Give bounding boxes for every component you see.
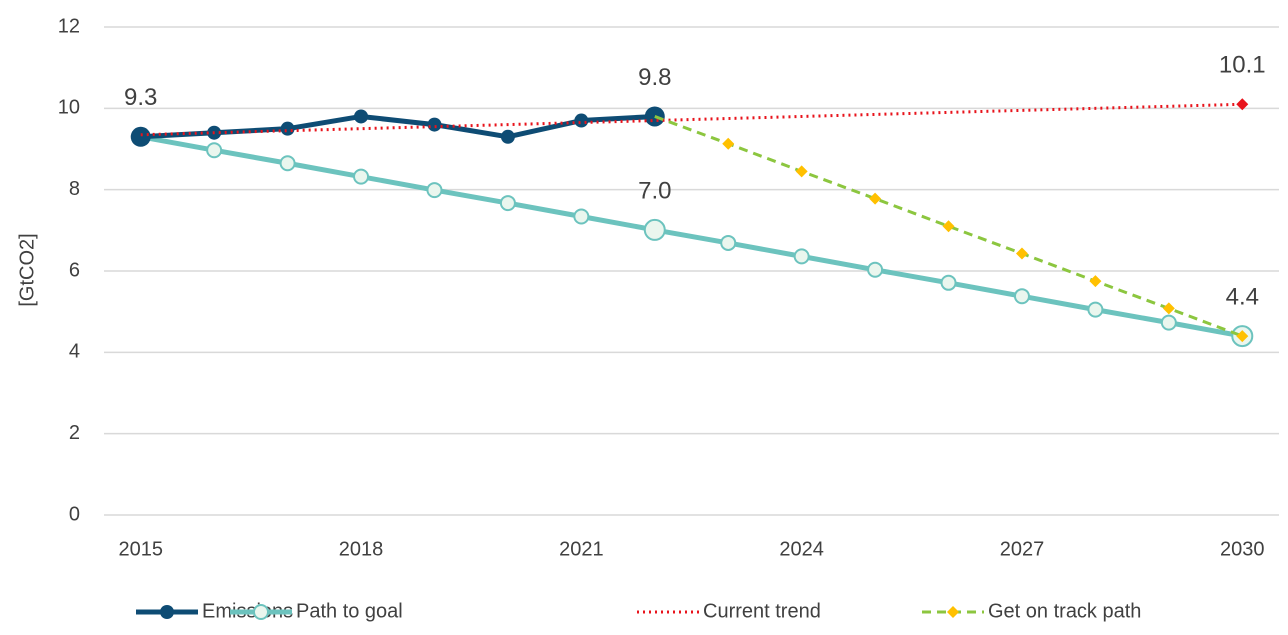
marker (795, 165, 808, 178)
x-tick-label: 2015 (118, 538, 163, 560)
marker (940, 274, 957, 291)
legend-label: Current trend (703, 600, 821, 622)
marker (793, 248, 810, 265)
marker (1236, 330, 1249, 343)
marker (722, 137, 735, 150)
legend-label: Path to goal (296, 600, 403, 622)
marker (500, 129, 515, 144)
marker (574, 113, 589, 128)
x-tick-label: 2021 (559, 538, 604, 560)
y-axis-label: [GtCO2] (16, 233, 38, 306)
y-tick-label: 2 (69, 422, 80, 444)
legend-label: Get on track path (988, 600, 1141, 622)
marker (280, 121, 295, 136)
marker (1089, 275, 1102, 288)
marker (130, 126, 151, 147)
marker (942, 220, 955, 233)
marker (1015, 247, 1028, 260)
x-tick-label: 2024 (779, 538, 824, 560)
marker (573, 208, 590, 225)
marker (353, 168, 370, 185)
marker (1087, 301, 1104, 318)
y-tick-label: 6 (69, 259, 80, 281)
data-label: 4.4 (1226, 283, 1259, 310)
series-line (140, 134, 1243, 339)
marker (279, 155, 296, 172)
marker (1162, 302, 1175, 315)
marker (499, 195, 516, 212)
legend-marker (160, 605, 174, 619)
marker (427, 117, 442, 132)
x-tick-label: 2027 (1000, 538, 1045, 560)
marker (1013, 288, 1030, 305)
y-tick-label: 8 (69, 178, 80, 200)
marker (206, 142, 223, 159)
y-tick-label: 10 (58, 97, 80, 119)
data-label: 9.8 (638, 64, 671, 91)
x-tick-label: 2018 (339, 538, 384, 560)
x-tick-label: 2030 (1220, 538, 1265, 560)
y-tick-label: 0 (69, 503, 80, 525)
legend-marker (947, 606, 959, 618)
marker (720, 234, 737, 251)
marker (869, 192, 882, 205)
marker (867, 261, 884, 278)
marker (1160, 314, 1177, 331)
data-label: 10.1 (1219, 52, 1266, 79)
marker (1236, 98, 1249, 111)
marker (354, 109, 369, 124)
y-tick-label: 12 (58, 15, 80, 37)
marker (426, 182, 443, 199)
marker (643, 218, 666, 241)
series-line (140, 102, 1243, 137)
y-tick-label: 4 (69, 341, 80, 363)
legend-marker (253, 604, 269, 620)
data-label: 7.0 (638, 177, 671, 204)
data-label: 9.3 (124, 84, 157, 111)
